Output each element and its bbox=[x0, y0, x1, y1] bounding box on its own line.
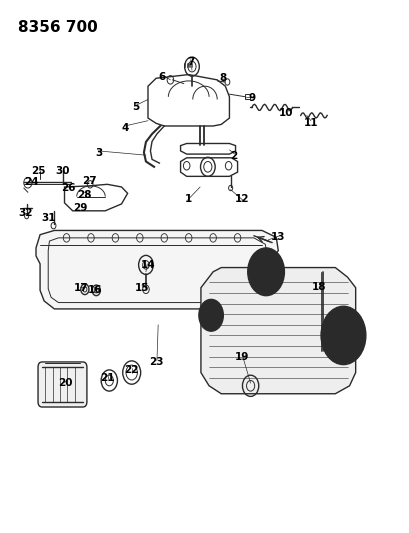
Circle shape bbox=[198, 300, 223, 331]
Text: 8356 700: 8356 700 bbox=[18, 20, 97, 35]
Text: 25: 25 bbox=[31, 166, 45, 176]
Text: 19: 19 bbox=[234, 352, 248, 361]
Text: 3: 3 bbox=[95, 148, 103, 158]
Text: 8: 8 bbox=[219, 73, 227, 83]
FancyBboxPatch shape bbox=[38, 362, 87, 407]
Text: 21: 21 bbox=[100, 373, 114, 383]
Bar bbox=[244, 94, 249, 100]
Text: 32: 32 bbox=[18, 208, 33, 219]
Text: 7: 7 bbox=[187, 58, 194, 67]
Text: 18: 18 bbox=[311, 281, 326, 292]
Text: 20: 20 bbox=[58, 378, 73, 388]
Text: 27: 27 bbox=[81, 175, 96, 185]
Text: 17: 17 bbox=[73, 282, 88, 293]
Text: 4: 4 bbox=[121, 123, 129, 133]
Text: 5: 5 bbox=[132, 102, 139, 112]
Text: 23: 23 bbox=[148, 357, 163, 367]
Text: 22: 22 bbox=[124, 365, 138, 375]
Text: 24: 24 bbox=[24, 176, 38, 187]
Polygon shape bbox=[200, 268, 355, 394]
Text: 15: 15 bbox=[134, 282, 149, 293]
Circle shape bbox=[247, 248, 284, 296]
Text: 10: 10 bbox=[279, 108, 293, 118]
Text: 30: 30 bbox=[55, 166, 70, 176]
Text: 28: 28 bbox=[77, 190, 92, 200]
Circle shape bbox=[320, 306, 365, 365]
Text: 29: 29 bbox=[74, 203, 88, 213]
Polygon shape bbox=[36, 230, 278, 309]
Text: 31: 31 bbox=[41, 213, 55, 223]
Text: 9: 9 bbox=[248, 93, 255, 103]
Text: 6: 6 bbox=[158, 71, 166, 82]
Text: 11: 11 bbox=[303, 118, 317, 128]
Text: 13: 13 bbox=[270, 232, 285, 243]
Text: 12: 12 bbox=[234, 193, 248, 204]
Text: 1: 1 bbox=[184, 193, 192, 204]
Text: 14: 14 bbox=[140, 260, 155, 270]
Text: 26: 26 bbox=[61, 183, 76, 193]
Text: 2: 2 bbox=[229, 151, 236, 161]
Text: 16: 16 bbox=[88, 285, 102, 295]
